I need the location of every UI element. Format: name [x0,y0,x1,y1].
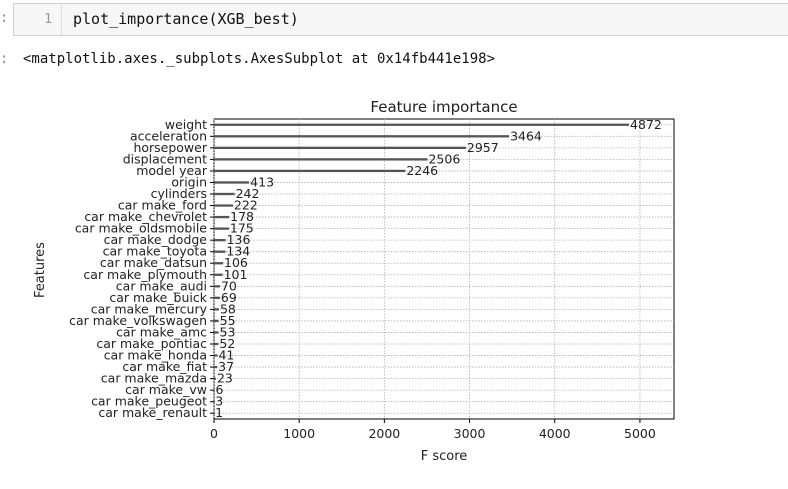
chart-title: Feature importance [370,98,517,116]
bar [214,331,219,333]
value-label: 1 [215,405,223,420]
x-tick-label: 0 [210,426,218,441]
bar [214,227,229,229]
x-tick-label: 5000 [624,426,656,441]
bar [214,193,235,195]
bar [214,239,226,241]
bar [214,343,218,345]
bar [214,285,220,287]
bar [214,354,217,356]
x-tick-label: 3000 [454,426,486,441]
x-tick-label: 2000 [368,426,400,441]
y-tick-label: car make_renault [98,405,207,420]
bar [214,366,217,368]
value-label: 4872 [630,117,662,132]
x-tick-label: 1000 [283,426,315,441]
bar [214,170,405,172]
bar [214,181,249,183]
bar [214,216,229,218]
bar [214,274,223,276]
bar [214,262,223,264]
x-axis-label: F score [421,449,468,464]
bar [214,158,427,160]
bar [214,251,225,253]
y-axis-label: Features [33,242,48,298]
bar [214,135,509,137]
bar [214,147,466,149]
x-tick-label: 4000 [539,426,571,441]
bar [214,297,220,299]
bar [214,204,233,206]
value-label: 2246 [406,163,438,178]
value-label: 3464 [510,128,542,143]
bar [214,377,216,379]
bar [214,389,215,391]
bar [214,320,219,322]
value-label: 2957 [467,140,499,155]
bar [214,124,629,126]
bar [214,308,219,310]
